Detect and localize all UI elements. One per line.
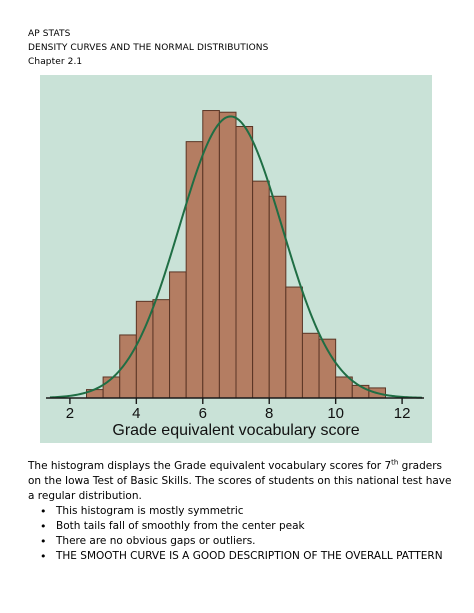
bullet-item: This histogram is mostly symmetric xyxy=(40,504,454,519)
histogram-bar xyxy=(169,271,187,399)
histogram-chart: 2 4 6 8 10 12 Grade equivalent vocabulary scor… xyxy=(40,75,432,443)
paragraph-text-end: graders on the Iowa Test of Basic Skills… xyxy=(28,460,452,502)
histogram-bar xyxy=(102,376,121,399)
bullet-item: There are no obvious gaps or outliers. xyxy=(40,534,454,549)
histogram-bar xyxy=(252,180,270,399)
course-title: AP STATS xyxy=(28,29,71,39)
histogram-bar xyxy=(301,332,320,399)
bullet-item: Both tails fall of smoothly from the cen… xyxy=(40,519,454,534)
histogram-figure: 2 4 6 8 10 12 Grade equivalent vocabulary scor… xyxy=(40,75,432,443)
x-tick-label: 2 xyxy=(66,405,74,422)
x-axis-title: Grade equivalent vocabulary score xyxy=(112,422,359,439)
observation-list: This histogram is mostly symmetric Both … xyxy=(28,504,454,564)
document-header: AP STATS DENSITY CURVES AND THE NORMAL D… xyxy=(28,27,268,69)
x-tick-label: 10 xyxy=(327,405,344,422)
normal-density-curve xyxy=(49,115,423,399)
histogram-bar xyxy=(235,126,254,399)
description-paragraph: The histogram displays the Grade equival… xyxy=(28,459,454,504)
histogram-bar xyxy=(202,110,220,399)
bullet-item: THE SMOOTH CURVE IS A GOOD DESCRIPTION O… xyxy=(40,549,454,564)
description: The histogram displays the Grade equival… xyxy=(28,459,454,564)
section-title: DENSITY CURVES AND THE NORMAL DISTRIBUTI… xyxy=(28,43,269,53)
histogram-bar xyxy=(152,299,171,399)
paragraph-text-start: The histogram displays the Grade equival… xyxy=(28,460,392,472)
x-tick-label: 12 xyxy=(394,405,411,422)
histogram-bar xyxy=(285,286,303,399)
histogram-bar xyxy=(268,195,287,399)
x-tick-label: 4 xyxy=(132,405,140,422)
ordinal-suffix: th xyxy=(391,458,399,467)
x-tick-label: 6 xyxy=(199,405,207,422)
x-tick-label: 8 xyxy=(265,405,273,422)
chapter-label: Chapter 2.1 xyxy=(28,57,83,67)
histogram-bar xyxy=(218,111,237,399)
histogram-bar xyxy=(335,376,353,399)
